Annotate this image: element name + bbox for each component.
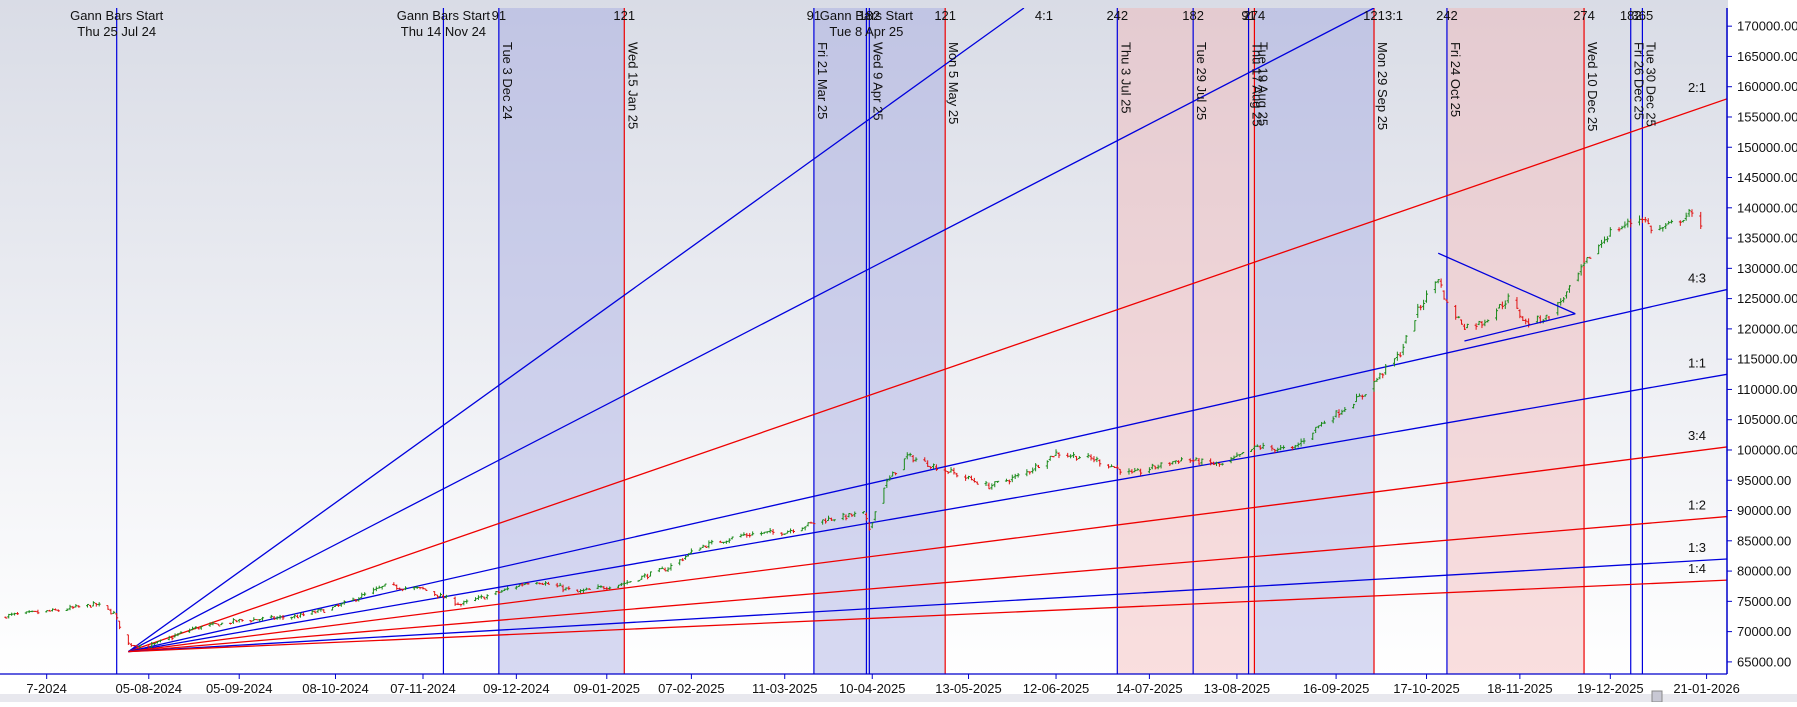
price-bar	[214, 623, 217, 624]
bar-count-label: 121	[613, 8, 635, 23]
x-tick-label: 17-10-2025	[1393, 681, 1460, 696]
cycle-date-label: Tue 30 Dec 25	[1643, 42, 1658, 127]
gann-start-annotation: Gann Bars Start	[397, 8, 491, 23]
bar-count-label: 182	[858, 8, 880, 23]
gann-ratio-label: 3:4	[1688, 428, 1706, 443]
y-tick-label: 125000.00	[1737, 291, 1797, 306]
y-tick-label: 65000.00	[1737, 654, 1791, 669]
y-tick-label: 155000.00	[1737, 109, 1797, 124]
y-tick-label: 120000.00	[1737, 321, 1797, 336]
cycle-date-label: Mon 29 Sep 25	[1375, 42, 1390, 130]
shaded-band	[1117, 8, 1254, 674]
x-tick-label: 11-03-2025	[752, 681, 818, 696]
x-tick-label: 21-01-2026	[1673, 681, 1740, 696]
x-tick-label: 08-10-2024	[302, 681, 369, 696]
bar-count-label: 274	[1244, 8, 1266, 23]
x-tick-label: 13-05-2025	[935, 681, 1002, 696]
y-tick-label: 75000.00	[1737, 594, 1791, 609]
horizontal-scrollbar[interactable]	[0, 694, 1797, 702]
y-tick-label: 105000.00	[1737, 412, 1797, 427]
y-tick-label: 150000.00	[1737, 140, 1797, 155]
y-tick-label: 85000.00	[1737, 533, 1791, 548]
bar-count-label: 365	[1632, 8, 1654, 23]
x-tick-label: 16-09-2025	[1303, 681, 1370, 696]
gann-start-annotation: Thu 14 Nov 24	[401, 24, 486, 39]
gann-ratio-label: 1:2	[1688, 498, 1706, 513]
y-tick-label: 95000.00	[1737, 473, 1791, 488]
x-tick-label: 18-11-2025	[1487, 681, 1553, 696]
cycle-date-label: Thu 3 Jul 25	[1118, 42, 1133, 114]
y-tick-label: 160000.00	[1737, 79, 1797, 94]
y-tick-label: 130000.00	[1737, 261, 1797, 276]
bar-count-label: 91	[492, 8, 506, 23]
x-tick-label: 07-02-2025	[658, 681, 725, 696]
x-tick-label: 07-11-2024	[390, 681, 456, 696]
x-tick-label: 19-12-2025	[1577, 681, 1644, 696]
cycle-date-label: Tue 3 Dec 24	[500, 42, 515, 120]
cycle-date-label: Tue 29 Jul 25	[1194, 42, 1209, 120]
gann-ratio-label: 4:3	[1688, 271, 1706, 286]
shaded-band	[1254, 8, 1374, 674]
gann-ratio-label: 2:1	[1688, 80, 1706, 95]
x-tick-label: 05-09-2024	[206, 681, 273, 696]
bar-count-label: 242	[1436, 8, 1458, 23]
cycle-date-label: Fri 24 Oct 25	[1448, 42, 1463, 117]
gann-ratio-label: 4:1	[1035, 8, 1053, 23]
cycle-date-label: Wed 10 Dec 25	[1585, 42, 1600, 131]
bar-count-label: 274	[1573, 8, 1595, 23]
gann-start-annotation: Gann Bars Start	[70, 8, 164, 23]
cycle-date-label: Wed 15 Jan 25	[625, 42, 640, 129]
x-tick-label: 10-04-2025	[839, 681, 906, 696]
x-tick-label: 09-01-2025	[574, 681, 641, 696]
cycle-date-label: Mon 5 May 25	[946, 42, 961, 124]
x-tick-label: 13-08-2025	[1204, 681, 1271, 696]
gann-ratio-label: 1:3	[1688, 540, 1706, 555]
bar-count-label: 121	[934, 8, 956, 23]
gann-start-annotation: Thu 25 Jul 24	[77, 24, 156, 39]
cycle-date-label: Wed 9 Apr 25	[870, 42, 885, 121]
gann-ratio-label: 1:4	[1688, 561, 1706, 576]
bar-count-label: 182	[1182, 8, 1204, 23]
x-tick-label: 09-12-2024	[483, 681, 550, 696]
cycle-date-label: Tue 19 Aug 25	[1255, 42, 1270, 126]
bar-count-label: 91	[807, 8, 821, 23]
y-tick-label: 110000.00	[1737, 382, 1797, 397]
x-tick-label: 05-08-2024	[116, 681, 183, 696]
scrollbar-thumb[interactable]	[1652, 691, 1662, 702]
y-tick-label: 145000.00	[1737, 170, 1797, 185]
y-tick-label: 100000.00	[1737, 442, 1797, 457]
x-tick-label: 12-06-2025	[1023, 681, 1090, 696]
bar-count-label: 242	[1106, 8, 1128, 23]
bar-count-label: 121	[1363, 8, 1385, 23]
y-tick-label: 115000.00	[1737, 352, 1797, 367]
gann-ratio-label: 1:1	[1688, 355, 1706, 370]
y-tick-label: 135000.00	[1737, 231, 1797, 246]
cycle-date-label: Fri 21 Mar 25	[815, 42, 830, 119]
y-tick-label: 90000.00	[1737, 503, 1791, 518]
y-tick-label: 140000.00	[1737, 200, 1797, 215]
x-tick-label: 14-07-2025	[1116, 681, 1183, 696]
y-tick-label: 170000.00	[1737, 19, 1797, 34]
gann-ratio-label: 3:1	[1385, 8, 1403, 23]
y-tick-label: 165000.00	[1737, 49, 1797, 64]
y-tick-label: 80000.00	[1737, 564, 1791, 579]
gann-start-annotation: Tue 8 Apr 25	[829, 24, 903, 39]
x-tick-label: 7-2024	[26, 681, 66, 696]
y-tick-label: 70000.00	[1737, 624, 1791, 639]
